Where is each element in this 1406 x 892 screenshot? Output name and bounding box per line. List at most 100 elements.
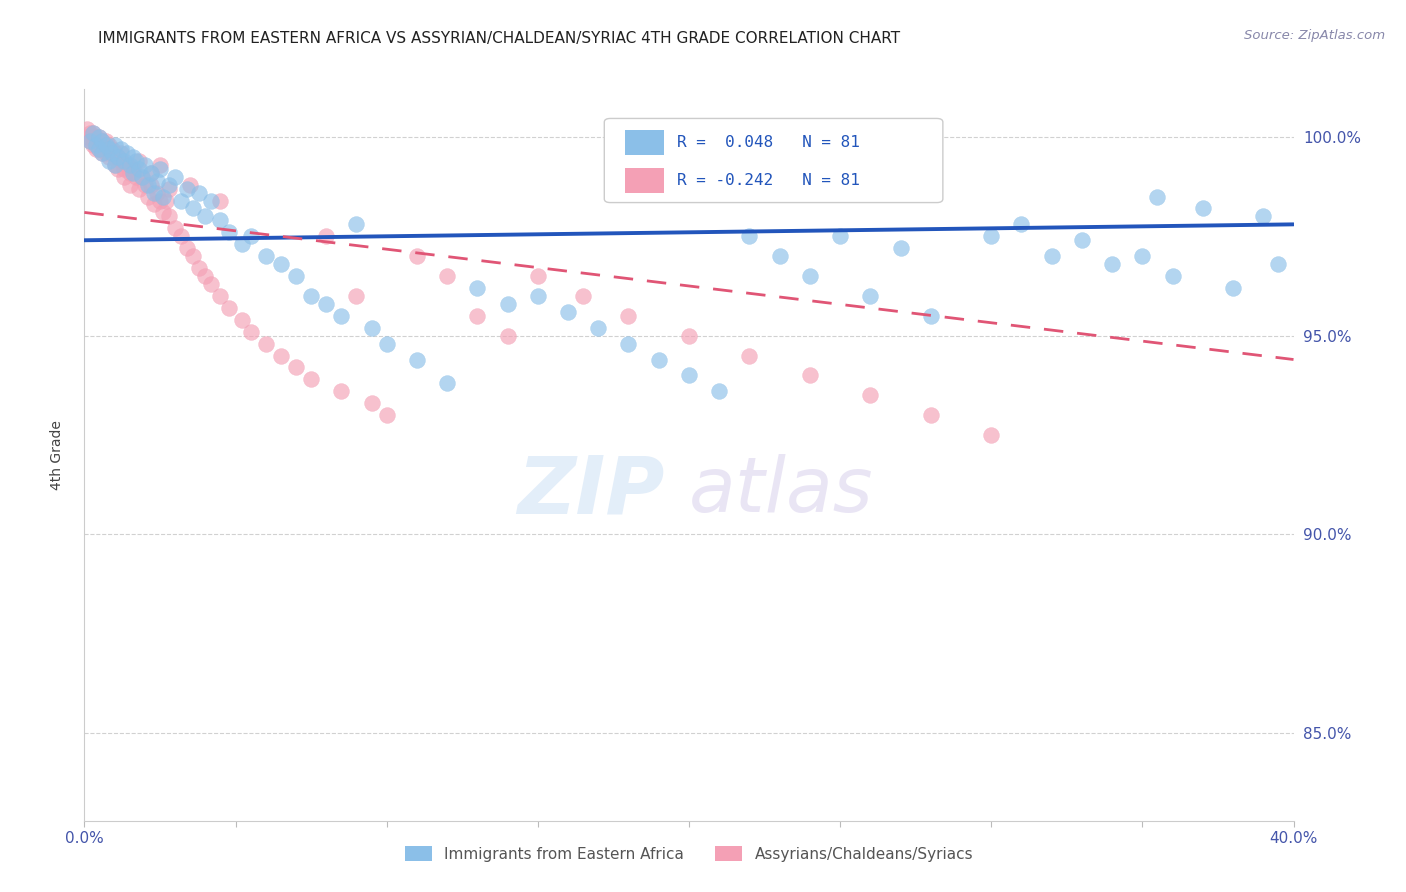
Point <box>467 309 489 323</box>
Point <box>181 249 204 263</box>
Text: R = -0.242   N = 81: R = -0.242 N = 81 <box>676 173 859 188</box>
Point <box>149 194 172 208</box>
Point <box>94 145 117 160</box>
Point <box>128 153 150 168</box>
Point <box>107 150 129 164</box>
Point <box>97 142 120 156</box>
Point <box>200 194 222 208</box>
Point <box>170 229 193 244</box>
Point <box>179 178 201 192</box>
Point <box>149 158 172 172</box>
Point <box>181 202 204 216</box>
FancyBboxPatch shape <box>605 119 943 202</box>
Point <box>330 309 353 323</box>
Point <box>1222 281 1244 295</box>
Point <box>375 408 398 422</box>
Point <box>496 328 519 343</box>
Point <box>299 289 322 303</box>
Point <box>299 372 322 386</box>
Point <box>406 249 429 263</box>
Point <box>527 268 550 283</box>
Point <box>406 352 429 367</box>
Point <box>254 249 277 263</box>
Point <box>104 145 127 160</box>
Point <box>239 229 262 244</box>
Point <box>1146 189 1168 203</box>
Point <box>176 181 198 195</box>
Point <box>76 122 98 136</box>
Point <box>436 268 458 283</box>
Point <box>209 194 232 208</box>
Point <box>131 169 153 184</box>
Point <box>89 129 111 144</box>
Y-axis label: 4th Grade: 4th Grade <box>49 420 63 490</box>
Bar <box>624 169 664 194</box>
Point <box>118 178 141 192</box>
Point <box>270 349 292 363</box>
Point <box>91 134 114 148</box>
Point <box>107 150 129 164</box>
Point <box>136 178 159 192</box>
Point <box>91 145 114 160</box>
Point <box>830 229 852 244</box>
Text: IMMIGRANTS FROM EASTERN AFRICA VS ASSYRIAN/CHALDEAN/SYRIAC 4TH GRADE CORRELATION: IMMIGRANTS FROM EASTERN AFRICA VS ASSYRI… <box>98 31 901 46</box>
Point <box>285 268 308 283</box>
Point <box>155 194 177 208</box>
Point <box>152 205 174 219</box>
Point <box>218 301 240 315</box>
Point <box>330 384 353 399</box>
Point <box>76 129 98 144</box>
Point <box>254 336 277 351</box>
Point <box>176 241 198 255</box>
Point <box>170 194 193 208</box>
Point <box>738 349 761 363</box>
Point <box>375 336 398 351</box>
Point <box>142 197 165 211</box>
Point <box>107 161 129 176</box>
Point <box>134 158 156 172</box>
Point <box>346 289 368 303</box>
Point <box>139 166 162 180</box>
Point <box>165 221 187 235</box>
Point <box>104 158 127 172</box>
Point <box>346 218 368 232</box>
Point <box>100 142 122 156</box>
Point <box>1267 257 1289 271</box>
Point <box>121 161 143 176</box>
Point <box>121 166 143 180</box>
Point <box>648 352 671 367</box>
Text: R =  0.048   N = 81: R = 0.048 N = 81 <box>676 135 859 150</box>
Point <box>231 237 253 252</box>
Point <box>360 396 382 410</box>
Point <box>86 142 108 156</box>
Point <box>125 153 148 168</box>
Point <box>110 153 132 168</box>
Point <box>104 158 127 172</box>
Point <box>709 384 731 399</box>
Point <box>194 210 217 224</box>
Point <box>1253 210 1275 224</box>
Point <box>769 249 792 263</box>
Point <box>121 150 143 164</box>
Point <box>738 229 761 244</box>
Point <box>980 428 1002 442</box>
Point <box>1101 257 1123 271</box>
Point <box>572 289 595 303</box>
Point <box>112 169 135 184</box>
Point <box>188 186 211 200</box>
Point <box>128 181 150 195</box>
Point <box>100 145 122 160</box>
Point <box>146 186 169 200</box>
Point <box>980 229 1002 244</box>
Point <box>91 134 114 148</box>
Point <box>1011 218 1033 232</box>
Point <box>94 137 117 152</box>
Point <box>799 368 821 383</box>
Point <box>165 169 187 184</box>
Point <box>115 145 138 160</box>
Point <box>97 153 120 168</box>
Point <box>315 229 337 244</box>
Point <box>527 289 550 303</box>
Point <box>859 289 882 303</box>
Point <box>79 126 101 140</box>
